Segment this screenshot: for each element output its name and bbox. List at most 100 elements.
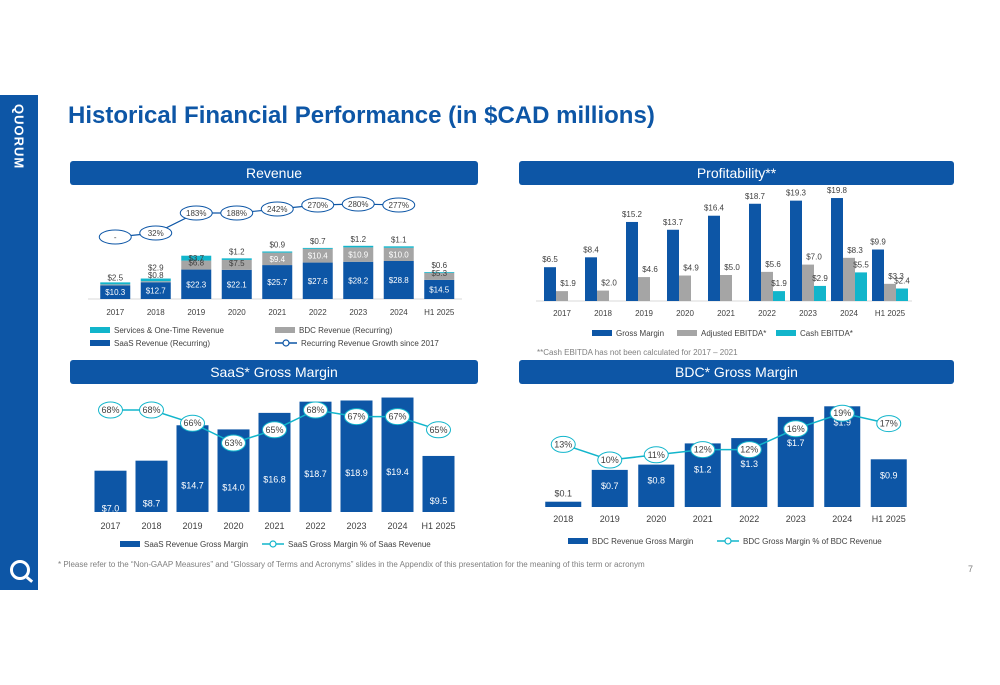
revenue-bar-2 (343, 245, 374, 248)
profit-bar-1 (638, 277, 650, 301)
revenue-services-label: $1.2 (229, 247, 245, 256)
revenue-bar-2 (140, 278, 171, 282)
profit-value-label: $2.0 (601, 279, 617, 288)
saas-gm-pct-label: 68% (306, 405, 324, 415)
saas-gm-pct-label: 65% (429, 425, 447, 435)
revenue-x-tick: 2017 (106, 308, 124, 317)
revenue-saas-label: $14.5 (429, 285, 450, 294)
revenue-bar-1 (221, 259, 252, 270)
bdc-gm-legend-swatch (568, 538, 588, 544)
profit-bar-0 (585, 257, 597, 301)
brand-sidebar (0, 95, 38, 590)
saas-gm-bar (299, 401, 332, 512)
bdc-gm-x-tick: 2019 (600, 514, 620, 524)
revenue-bar-1 (424, 272, 455, 280)
quorum-q-icon (10, 560, 30, 580)
bdc-gm-legend-text: BDC Revenue Gross Margin (592, 537, 693, 546)
revenue-bar-0 (100, 285, 131, 299)
profit-bar-1 (843, 257, 855, 301)
bdc-gm-value-label: $0.9 (880, 470, 898, 480)
bdc-gm-pct-label: 16% (787, 424, 805, 434)
revenue-saas-label: $22.1 (227, 280, 248, 289)
profit-value-label: $6.5 (542, 255, 558, 264)
profit-value-label: $18.7 (745, 192, 766, 201)
saas-gm-value-label: $8.7 (143, 498, 161, 508)
profit-x-tick: 2020 (676, 309, 694, 318)
revenue-bar-2 (181, 255, 212, 261)
revenue-services-label: $3.7 (188, 254, 204, 263)
saas-gm-pct-label: 63% (224, 438, 242, 448)
profit-bar-0 (708, 215, 720, 301)
revenue-bar-1 (383, 247, 414, 261)
revenue-legend-text: BDC Revenue (Recurring) (299, 326, 393, 335)
bdc-gm-x-tick: 2022 (739, 514, 759, 524)
revenue-growth-marker (179, 205, 213, 221)
profit-bar-1 (884, 283, 896, 301)
saas-gm-pct-marker (180, 414, 205, 432)
bdc-gm-value-label: $1.7 (787, 438, 805, 448)
profit-bar-0 (831, 198, 843, 301)
saas-gm-pct-marker (385, 408, 410, 426)
bdc-gm-pct-marker (550, 435, 576, 453)
revenue-x-tick: 2020 (228, 308, 246, 317)
revenue-bar-2 (100, 282, 131, 285)
revenue-bar-0 (424, 279, 455, 299)
revenue-bar-1 (100, 284, 131, 286)
revenue-x-tick: 2021 (268, 308, 286, 317)
bdc-gm-pct-marker (736, 441, 762, 459)
bdc-gm-legend-text: BDC Gross Margin % of BDC Revenue (743, 537, 882, 546)
saas-gm-x-tick: 2021 (264, 521, 284, 531)
profit-value-label: $1.9 (560, 279, 576, 288)
revenue-bar-0 (221, 269, 252, 299)
revenue-growth-marker (139, 225, 173, 241)
page-number: 7 (968, 564, 974, 574)
bdc-gm-x-tick: 2020 (646, 514, 666, 524)
revenue-legend-marker-swatch (282, 339, 290, 347)
profit-value-label: $4.9 (683, 264, 699, 273)
bdc-gm-pct-label: 19% (833, 408, 851, 418)
revenue-bar-0 (383, 260, 414, 299)
revenue-bar-2 (262, 251, 293, 253)
saas-gm-value-label: $14.0 (222, 483, 245, 493)
profit-bar-0 (790, 200, 802, 301)
bdc-gm-value-label: $0.1 (554, 489, 572, 499)
revenue-growth-marker (301, 197, 335, 213)
revenue-bar-1 (181, 260, 212, 270)
bdc-gm-bar (870, 459, 907, 507)
revenue-bdc-label: $10.9 (348, 251, 369, 260)
revenue-services-label: $0.9 (269, 240, 285, 249)
bdc-gm-value-label: $1.3 (740, 459, 758, 469)
saas-gm-pct-label: 66% (183, 418, 201, 428)
profit-bar-1 (556, 291, 568, 301)
bdc-gm-pct-marker (643, 446, 669, 464)
revenue-x-tick: 2018 (147, 308, 165, 317)
revenue-bar-1 (343, 247, 374, 262)
profit-x-tick: 2023 (799, 309, 817, 318)
profit-legend-swatch (677, 330, 697, 336)
revenue-growth-label: 242% (267, 205, 287, 214)
revenue-legend-text: SaaS Revenue (Recurring) (114, 339, 210, 348)
revenue-x-tick: H1 2025 (424, 308, 455, 317)
profit-x-tick: 2019 (635, 309, 653, 318)
profit-legend-swatch (592, 330, 612, 336)
saas-gm-legend-swatch (120, 541, 140, 547)
revenue-bar-2 (221, 258, 252, 260)
revenue-growth-marker (382, 197, 416, 213)
saas-gm-pct-marker (344, 408, 369, 426)
revenue-bdc-label: $5.3 (431, 269, 447, 278)
bdc-gm-x-tick: H1 2025 (872, 514, 906, 524)
revenue-bdc-label: $6.8 (188, 259, 204, 268)
profit-value-label: $16.4 (704, 204, 725, 213)
saas-gm-pct-marker (98, 401, 123, 419)
revenue-growth-marker (220, 205, 254, 221)
profit-bar-2 (896, 288, 908, 301)
revenue-growth-label: 277% (389, 201, 409, 210)
revenue-services-label: $1.1 (391, 235, 407, 244)
profit-value-label: $4.6 (642, 265, 658, 274)
revenue-growth-label: 183% (186, 209, 206, 218)
saas-gm-x-tick: 2017 (100, 521, 120, 531)
profit-x-tick: H1 2025 (875, 309, 906, 318)
saas-gm-value-label: $9.5 (430, 496, 448, 506)
revenue-bdc-label: $10.0 (389, 250, 410, 259)
profit-bar-1 (802, 264, 814, 301)
